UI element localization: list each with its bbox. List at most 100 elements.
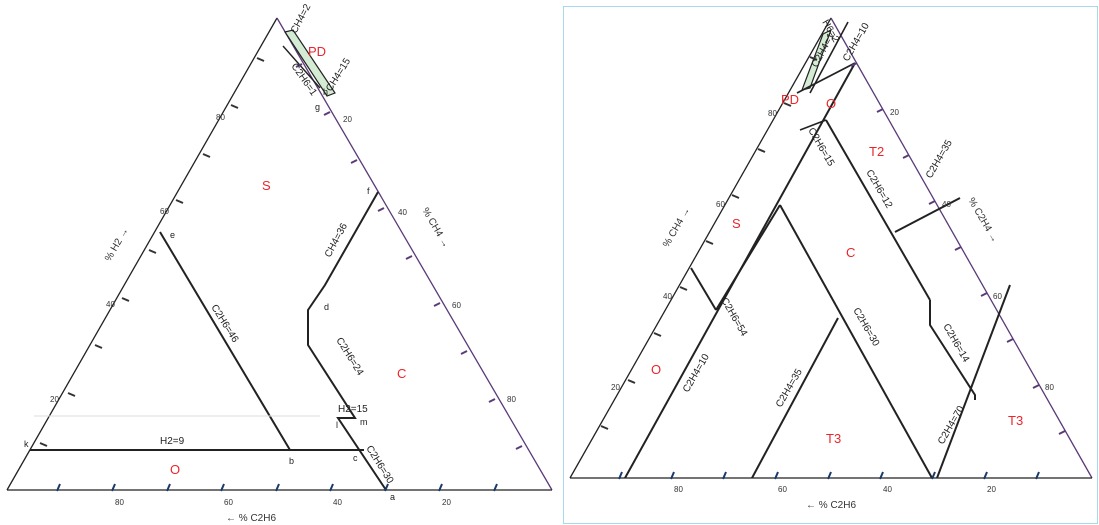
left-axis-tick-label: 20 [611,383,620,392]
right-tick-mark [350,159,358,164]
line-label: CH4=2 [289,2,314,35]
bottom-axis-tick-label: 40 [883,485,892,494]
boundary-c2h6-14-upper [825,119,931,301]
right-triangle: 80 60 40 20 20 40 60 80 80 60 40 20 % CH… [569,17,1093,511]
zone-label: T3 [1008,413,1023,428]
bottom-axis-title: ← % C2H6 [226,513,276,524]
bottom-tick-mark [1035,471,1040,480]
line-label: C2H6=24 [333,336,365,378]
line-label: CH4=36 [323,221,350,259]
line-label: H2=9 [160,436,185,447]
boundary-c2h6-14-lower [929,300,976,400]
right-axis-tick-label: 80 [1045,383,1054,392]
zone-label: T2 [869,144,884,159]
bottom-tick-mark [56,483,61,492]
left-axis-tick-label: 60 [716,200,725,209]
left-tick-mark [600,425,609,430]
right-triangle-right-edge [830,17,1093,479]
bottom-tick-mark [983,471,988,480]
right-axis-tick-label: 20 [343,115,352,124]
bottom-tick-mark [670,471,675,480]
bottom-axis-title: ← % C2H6 [806,500,856,511]
zone-label: C [397,366,406,381]
point-label: d [324,302,329,312]
left-triangle-right-edge [276,17,553,491]
zone-label: PD [308,44,326,59]
bottom-tick-mark [879,471,884,480]
right-tick-mark [876,108,884,113]
right-axis-tick-label: 40 [942,200,951,209]
left-axis-ticks [600,56,818,430]
left-axis-tick-label: 80 [216,113,225,122]
left-tick-mark [94,344,103,349]
line-label: C2H6=14 [940,322,971,365]
right-axis-tick-label: 40 [398,208,407,217]
point-label: e [170,230,175,240]
right-tick-mark [928,200,936,205]
bottom-tick-mark [931,471,936,480]
right-axis-tick-label: 60 [993,292,1002,301]
right-tick-mark [488,398,496,403]
bottom-tick-mark [827,471,832,480]
point-label: a [390,492,395,502]
right-axis-ticks [850,62,1066,435]
right-tick-mark [954,246,962,251]
bottom-tick-mark [220,483,225,492]
bottom-tick-mark [166,483,171,492]
bottom-tick-mark [618,471,623,480]
left-tick-mark [731,194,740,199]
left-axis-title: % CH4 → [661,206,693,250]
left-axis-tick-label: 60 [160,207,169,216]
right-tick-mark [1006,338,1014,343]
boundary-c2h4-35-lower [751,317,839,479]
right-tick-mark [433,302,441,307]
line-label: C2H6=30 [850,306,881,349]
hidden-guide [691,205,780,268]
point-label: b [289,456,294,466]
point-label: c [353,453,358,463]
left-axis-ticks [39,57,265,447]
point-label: h [323,87,328,97]
boundary-c2h4-1 [809,21,849,94]
bottom-tick-mark [384,483,389,492]
bottom-axis-tick-label: 80 [115,498,124,507]
right-diagram-frame [563,6,1098,524]
left-axis-tick-label: 40 [663,292,672,301]
bottom-axis-ticks [618,471,1040,480]
right-tick-mark [1032,384,1040,389]
right-axis-title: % CH4 → [419,206,451,250]
left-tick-mark [67,392,76,397]
left-tick-mark [809,56,818,61]
left-axis-tick-label: 20 [50,395,59,404]
point-label: g [315,102,320,112]
left-tick-mark [705,240,714,245]
zone-label: O [651,362,661,377]
left-tick-mark [256,57,265,62]
left-tick-mark [783,102,792,107]
right-tick-mark [850,62,858,67]
right-triangle-left-edge [569,17,832,479]
right-tick-mark [980,292,988,297]
right-tick-mark [405,255,413,260]
zone-label: C [846,245,855,260]
right-tick-mark [1058,430,1066,435]
zone-label: S [262,178,271,193]
left-tick-mark [627,379,636,384]
left-tick-mark [148,249,157,254]
bottom-axis-tick-label: 60 [778,485,787,494]
zone-label: S [732,216,741,231]
bottom-tick-mark [493,483,498,492]
left-tick-mark [679,286,688,291]
left-triangle-left-edge [6,17,278,491]
bottom-tick-mark [438,483,443,492]
line-label: C2H4=35 [924,138,955,181]
bottom-axis-tick-label: 60 [224,498,233,507]
point-label: f [367,186,370,196]
right-axis-ticks [295,63,523,450]
bottom-axis-tick-label: 20 [987,485,996,494]
left-tick-mark [121,297,130,302]
bottom-axis-tick-label: 80 [674,485,683,494]
left-tick-mark [175,199,184,204]
bottom-tick-mark [275,483,280,492]
line-label: C2H6=12 [863,168,894,211]
